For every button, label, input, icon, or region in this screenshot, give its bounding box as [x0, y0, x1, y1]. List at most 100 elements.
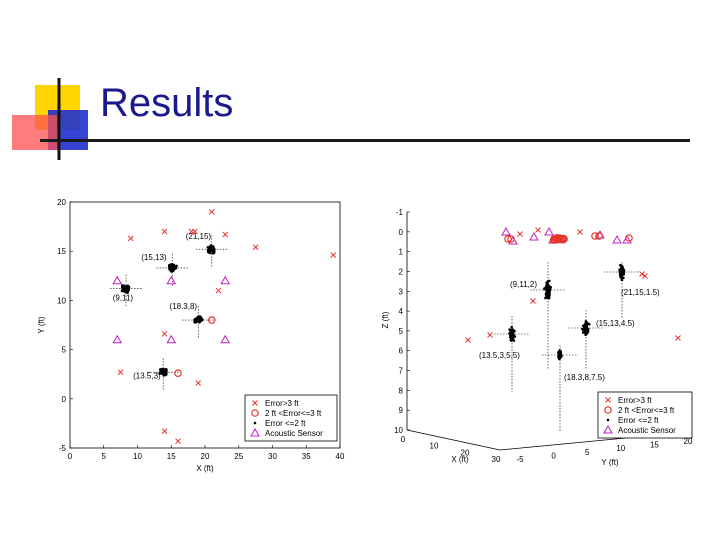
legend-marker [251, 409, 259, 417]
point-error-le2 [510, 332, 514, 336]
annotation-label: (15,13) [141, 253, 167, 262]
point-o [595, 232, 603, 240]
point-x [675, 335, 681, 341]
point-error-le2 [199, 317, 202, 321]
annotation-label: (13.5,3,5.5) [479, 351, 520, 360]
z-tick-label: 7 [399, 367, 404, 376]
point-x [517, 231, 523, 237]
legend-box [244, 394, 338, 442]
point-o [625, 234, 633, 242]
x-tick-label: 35 [302, 452, 311, 461]
point-x [192, 228, 198, 235]
point-error-le2 [557, 351, 561, 354]
point-o [504, 235, 512, 243]
legend-label: Error>3 ft [265, 399, 299, 408]
point-triangle [220, 275, 231, 285]
annotation-label: (15,13,4.5) [596, 319, 635, 328]
point-x [117, 369, 124, 376]
x-tick-label: 20 [461, 448, 470, 457]
x-axis-label: X (ft) [196, 464, 214, 473]
legend-label: Error <=2 ft [618, 416, 659, 425]
x-tick-label: 20 [201, 452, 210, 461]
point-triangle [544, 226, 554, 236]
annotation-label: (9,11,2) [510, 280, 537, 289]
annotation-label: (9,11) [113, 294, 134, 303]
z-tick-label: 8 [399, 386, 404, 395]
x-tick-label: 30 [492, 455, 501, 464]
legend-box [597, 391, 693, 439]
deco-red-square [12, 115, 57, 150]
point-x [222, 231, 229, 238]
z-tick-label: 6 [399, 347, 404, 356]
legend-marker [604, 406, 612, 414]
point-error-le2 [582, 325, 586, 328]
point-error-le2 [209, 248, 213, 252]
point-error-le2 [512, 335, 515, 338]
z-tick-label: 3 [399, 287, 404, 296]
y-axis-label: Y (ft) [37, 316, 46, 334]
point-x [465, 337, 471, 343]
z-axis-label: Z (ft) [381, 311, 390, 328]
point-error-le2 [126, 291, 130, 294]
point-triangle [166, 334, 177, 344]
point-error-le2 [193, 320, 196, 324]
point-x [195, 380, 202, 386]
point-o [558, 234, 567, 243]
point-error-le2 [212, 246, 216, 250]
y-tick-label: -5 [516, 455, 524, 464]
legend-marker [603, 424, 613, 434]
point-triangle [112, 334, 123, 344]
z-tick-label: 10 [394, 426, 403, 435]
z-tick-label: 0 [399, 228, 404, 237]
marks-3d: (9,11,2) (21,15,1.5) (15,13,4.5) (13.5,3,5.… [465, 226, 681, 432]
y-tick-label: 5 [585, 448, 590, 457]
point-error-le2 [620, 274, 624, 278]
point-error-le2 [127, 288, 130, 292]
point-error-le2 [165, 368, 168, 372]
z-tick-label: 1 [399, 248, 404, 257]
point-error-le2 [620, 278, 624, 282]
point-triangle [166, 275, 177, 285]
slide-title: Results [100, 81, 234, 125]
point-o [507, 235, 515, 243]
point-error-le2 [544, 296, 547, 300]
point-x [530, 298, 536, 304]
point-triangle [612, 234, 622, 244]
point-error-le2 [622, 271, 625, 275]
point-error-le2 [585, 331, 588, 335]
y-tick-label: 5 [62, 346, 67, 355]
z-tick-label: 5 [399, 327, 404, 336]
point-error-le2 [123, 290, 126, 293]
legend-marker [606, 418, 610, 422]
point-triangle [220, 334, 231, 344]
legend-label: Error>3 ft [618, 396, 652, 405]
point-error-le2 [210, 245, 213, 248]
point-o [591, 232, 599, 240]
point-o [207, 316, 216, 324]
point-error-le2 [173, 267, 177, 271]
x-tick-label: 40 [336, 452, 345, 461]
point-error-le2 [212, 250, 216, 253]
x-tick-label: 30 [268, 452, 277, 461]
point-error-le2 [162, 367, 165, 371]
z-tick-label: 4 [399, 307, 404, 316]
point-error-le2 [510, 338, 513, 342]
point-error-le2 [172, 265, 175, 269]
point-error-le2 [169, 269, 173, 272]
point-error-le2 [510, 329, 513, 333]
point-x [642, 273, 648, 279]
point-x [161, 428, 168, 435]
point-error-le2 [585, 320, 588, 324]
legend-label: Error <=2 ft [265, 419, 306, 428]
slide-decoration [12, 78, 88, 160]
point-error-le2 [619, 271, 622, 275]
x-tick-label: 0 [68, 452, 73, 461]
y-tick-label: 20 [57, 198, 66, 207]
y-tick-label: 20 [684, 437, 693, 446]
title-rule [40, 139, 690, 142]
point-error-le2 [587, 322, 591, 326]
annotation-label: (13.5,3) [133, 371, 161, 380]
annotation-label: (18.3,8) [170, 302, 198, 311]
